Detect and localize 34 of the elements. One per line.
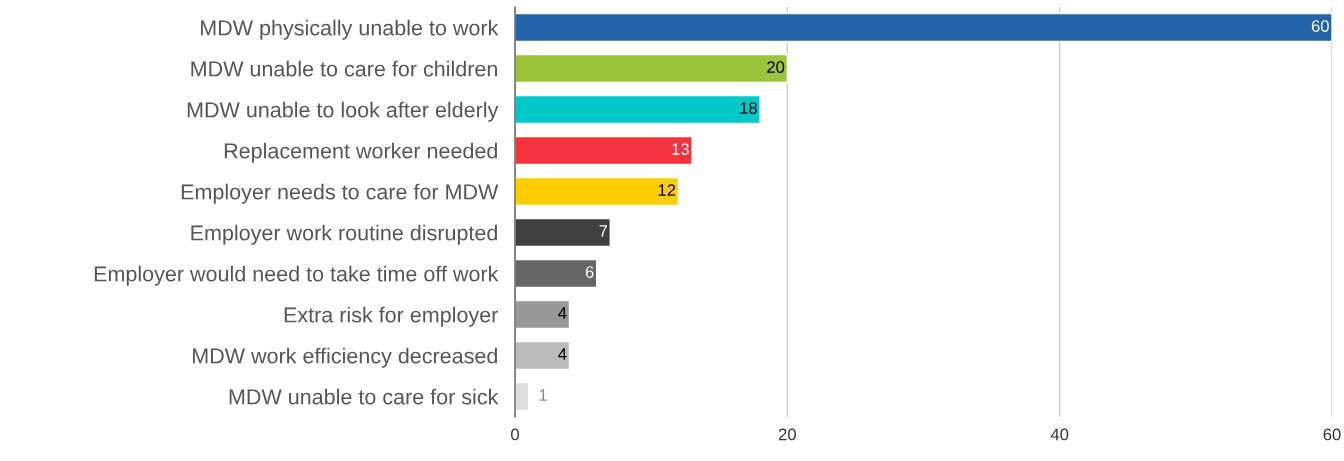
data-label: 18 [740, 102, 757, 114]
bar [515, 340, 571, 371]
bar [515, 12, 1332, 43]
bar [515, 176, 680, 207]
data-label: 12 [658, 184, 676, 196]
y-tick-label: Employer would need to take time off work [94, 265, 499, 286]
x-tick-label: 0 [511, 428, 519, 441]
y-tick-label: Employer work routine disrupted [191, 224, 497, 245]
y-tick-label: MDW unable to care for children [191, 60, 497, 77]
bar [515, 299, 571, 330]
y-tick-label: Employer needs to care for MDW [181, 183, 499, 204]
y-tick-label: Replacement worker needed [224, 142, 497, 163]
data-label: 20 [767, 61, 785, 73]
x-tick-label: 60 [1323, 428, 1341, 441]
data-label: 6 [585, 266, 594, 278]
data-label: 4 [558, 307, 567, 319]
data-label: 1 [539, 389, 547, 401]
x-tick-label: 40 [1050, 428, 1069, 441]
data-label: 4 [558, 348, 567, 360]
y-tick-label: MDW unable to care for sick [229, 388, 499, 405]
y-tick-label: Extra risk for employer [284, 306, 498, 327]
bar [515, 217, 612, 248]
y-tick-label: MDW work efficiency decreased [193, 347, 497, 368]
y-tick-label: MDW physically unable to work [201, 19, 499, 40]
data-label: 13 [672, 143, 689, 155]
bar [515, 135, 693, 166]
y-tick-label: MDW unable to look after elderly [187, 101, 499, 122]
data-label: 60 [1311, 20, 1329, 32]
bar [515, 53, 789, 84]
data-label: 7 [599, 225, 608, 237]
bar [515, 94, 761, 125]
bar [515, 381, 530, 412]
bar [515, 258, 598, 289]
x-tick-label: 20 [778, 428, 796, 441]
